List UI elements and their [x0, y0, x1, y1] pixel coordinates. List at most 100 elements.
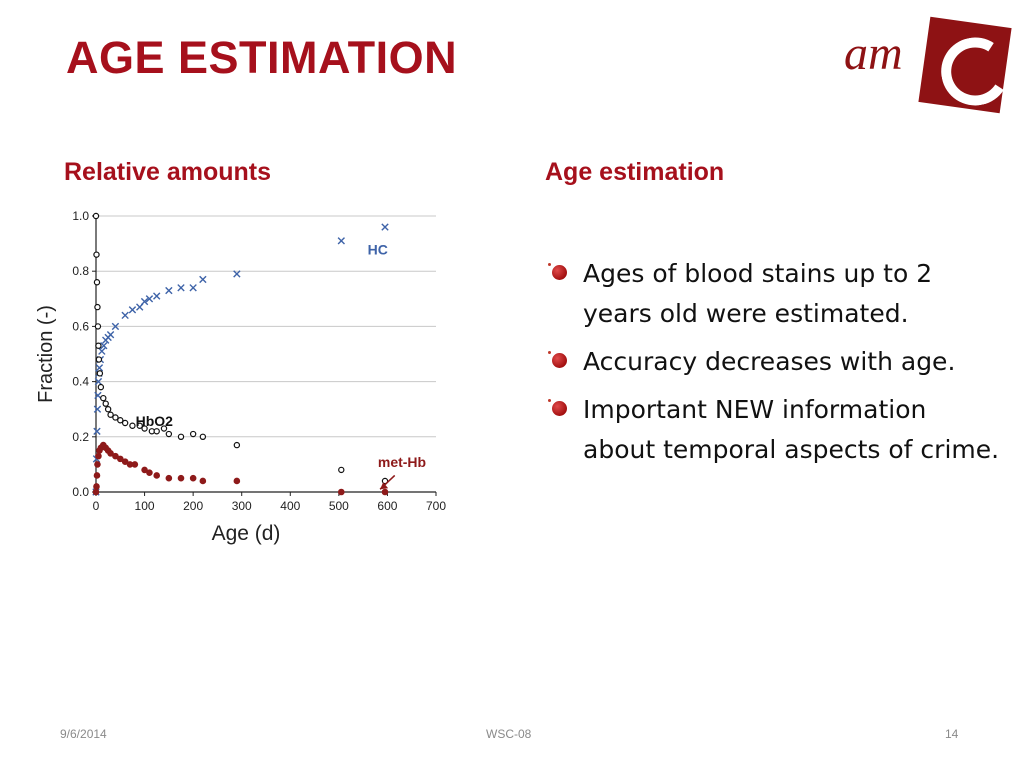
series-label: met-Hb — [378, 454, 426, 470]
methb-point — [112, 452, 119, 460]
hc-point — [199, 275, 207, 284]
age-fraction-chart: 0.0 0.2 0.4 0.6 0.8 1.0 0 100 200 300 400 500 600 700… — [35, 209, 446, 545]
y-axis-label: Fraction (-) — [35, 305, 57, 403]
hbo2-point — [177, 433, 185, 440]
methb-point — [116, 455, 124, 463]
hc-point — [145, 295, 154, 303]
methb-point — [153, 472, 161, 479]
hc-point — [121, 311, 129, 320]
hbo2-point — [94, 323, 102, 330]
footer-page-number: 14 — [945, 727, 959, 741]
hc-point — [100, 342, 108, 350]
hc-point — [140, 297, 149, 306]
x-tick-label: 400 — [280, 499, 300, 513]
logo-c-icon — [934, 31, 1016, 112]
bullet-spark-icon — [548, 351, 551, 354]
y-tick-label: 0.2 — [72, 430, 89, 444]
y-tick-label: 1.0 — [72, 209, 89, 223]
hbo2-point — [104, 405, 112, 413]
hc-point — [93, 427, 101, 435]
bullet-text: Ages of blood stains up to 2 years old w… — [583, 259, 933, 328]
hc-point — [98, 347, 106, 355]
hc-point — [189, 284, 197, 292]
methb-point — [199, 477, 207, 485]
methb-point — [121, 458, 129, 465]
bullet-item: Accuracy decreases with age. — [546, 342, 1006, 382]
left-heading: Relative amounts — [64, 158, 272, 186]
x-tick-label: 600 — [377, 499, 397, 513]
hbo2-point — [94, 303, 101, 311]
methb-point — [337, 488, 345, 496]
hbo2-point — [96, 370, 104, 377]
hbo2-point — [136, 422, 143, 429]
hbo2-point — [129, 422, 136, 429]
hbo2-point — [95, 342, 102, 349]
bullet-list: Ages of blood stains up to 2 years old w… — [546, 254, 1006, 478]
x-tick-label: 100 — [135, 499, 155, 513]
hbo2-point — [95, 356, 103, 363]
bullet-item: Ages of blood stains up to 2 years old w… — [546, 254, 1006, 334]
hbo2-point — [121, 419, 129, 427]
methb-point — [131, 461, 139, 468]
y-tick-label: 0.0 — [72, 485, 89, 499]
hc-point — [106, 330, 115, 339]
footer-center: WSC-08 — [486, 727, 532, 741]
hc-point — [94, 377, 103, 386]
hc-point — [93, 405, 102, 413]
bullet-text: Important NEW information about temporal… — [583, 395, 1000, 464]
bullet-dot-icon — [552, 353, 567, 368]
hbo2-point — [97, 383, 105, 391]
hc-point — [95, 364, 104, 372]
series-label: HbO2 — [136, 413, 174, 429]
bullet-spark-icon — [548, 263, 551, 266]
y-tick-label: 0.4 — [72, 375, 89, 389]
x-tick-label: 300 — [232, 499, 252, 513]
methb-point — [93, 483, 100, 490]
right-heading: Age estimation — [545, 158, 725, 186]
methb-point — [107, 450, 114, 457]
hbo2-point — [160, 425, 168, 432]
methb-point — [93, 472, 101, 479]
hbo2-point — [165, 430, 173, 438]
bullet-item: Important NEW information about temporal… — [546, 390, 1006, 470]
bullet-spark-icon — [548, 399, 551, 402]
methb-arrowhead — [380, 482, 389, 490]
hbo2-point — [199, 433, 207, 440]
hbo2-point — [102, 400, 109, 407]
methb-point — [177, 474, 185, 482]
y-tick-label: 0.6 — [72, 319, 89, 333]
hbo2-point — [141, 425, 148, 432]
hc-point — [177, 284, 185, 292]
x-tick-label: 500 — [329, 499, 349, 513]
logo-text: am — [844, 27, 903, 80]
slide-title: AGE ESTIMATION — [66, 32, 458, 83]
x-tick-label: 0 — [93, 499, 100, 513]
hbo2-point — [100, 394, 107, 402]
hbo2-point — [117, 417, 124, 424]
hbo2-point — [189, 430, 197, 438]
hc-point — [153, 292, 161, 300]
x-tick-label: 700 — [426, 499, 446, 513]
hc-point — [111, 322, 120, 331]
hc-point — [233, 270, 241, 278]
amc-logo: am — [842, 16, 1016, 114]
hbo2-point — [153, 428, 160, 435]
hbo2-point — [338, 466, 345, 474]
hbo2-point — [93, 279, 101, 286]
series-label: HC — [368, 242, 388, 258]
x-tick-label: 200 — [183, 499, 203, 513]
hc-point — [381, 223, 389, 231]
methb-point — [92, 488, 100, 496]
logo-box — [918, 16, 1016, 114]
hc-point — [128, 306, 137, 314]
methb-point — [146, 469, 153, 476]
hbo2-point — [112, 414, 119, 421]
methb-point — [189, 474, 197, 482]
methb-point — [141, 466, 148, 474]
x-axis-label: Age (d) — [212, 522, 281, 545]
hc-point — [94, 391, 102, 400]
methb-point — [95, 452, 102, 460]
hc-point — [165, 286, 173, 295]
footer-date: 9/6/2014 — [60, 727, 107, 741]
methb-point — [94, 461, 101, 468]
